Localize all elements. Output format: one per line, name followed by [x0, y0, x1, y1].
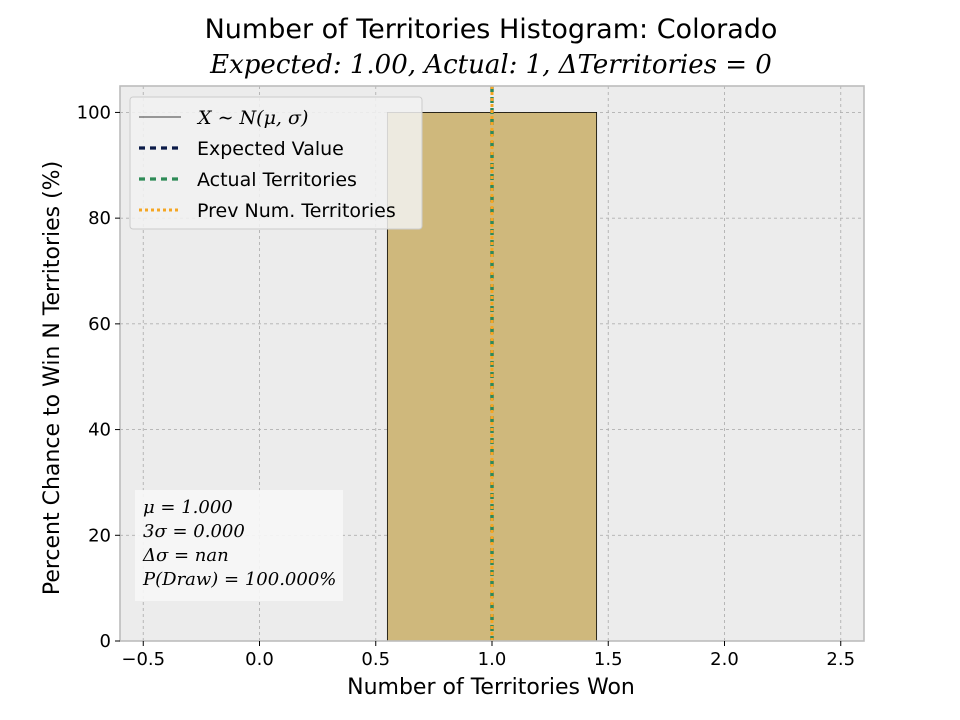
y-tick-label: 0: [100, 631, 111, 652]
y-tick-label: 60: [88, 314, 111, 335]
chart-title: Number of Territories Histogram: Colorad…: [205, 14, 778, 45]
x-tick-label: 0.0: [245, 649, 274, 670]
axis-ticks: −0.5 0.0 0.5 1.0 1.5 2.0 2.5 0 20 40 60 80 100: [77, 102, 855, 670]
stats-line: 3σ = 0.000: [143, 521, 245, 542]
stats-line: P(Draw) = 100.000%: [142, 569, 336, 590]
legend-label: X ∼ N(μ, σ): [196, 107, 308, 129]
stats-lines: μ = 1.000 3σ = 0.000 Δσ = nan P(Draw) = 100…: [142, 497, 336, 590]
stats-box: μ = 1.000 3σ = 0.000 Δσ = nan P(Draw) = 100…: [135, 490, 343, 601]
x-tick-label: −0.5: [121, 649, 165, 670]
chart-subtitle: Expected: 1.00, Actual: 1, ΔTerritories …: [209, 50, 772, 80]
x-tick-label: 1.0: [478, 649, 507, 670]
x-tick-label: 0.5: [361, 649, 390, 670]
stats-line: μ = 1.000: [143, 497, 233, 518]
y-tick-label: 80: [88, 208, 111, 229]
x-tick-label: 2.5: [826, 649, 855, 670]
x-tick-label: 2.0: [710, 649, 739, 670]
stats-box-background: [135, 490, 343, 601]
legend-label: Expected Value: [197, 138, 344, 160]
legend: X ∼ N(μ, σ) Expected Value Actual Territor…: [129, 96, 423, 230]
x-tick-label: 1.5: [594, 649, 623, 670]
x-axis-label: Number of Territories Won: [347, 675, 635, 700]
y-tick-label: 40: [88, 420, 111, 441]
legend-label: Prev Num. Territories: [197, 200, 396, 222]
y-axis-label: Percent Chance to Win N Territories (%): [40, 161, 65, 595]
legend-label: Actual Territories: [197, 169, 357, 191]
legend-entries: X ∼ N(μ, σ) Expected Value Actual Territor…: [139, 107, 396, 222]
legend-box: [129, 96, 423, 230]
y-tick-label: 20: [88, 525, 111, 546]
y-tick-label: 100: [77, 102, 111, 123]
stats-line: Δσ = nan: [142, 545, 229, 566]
